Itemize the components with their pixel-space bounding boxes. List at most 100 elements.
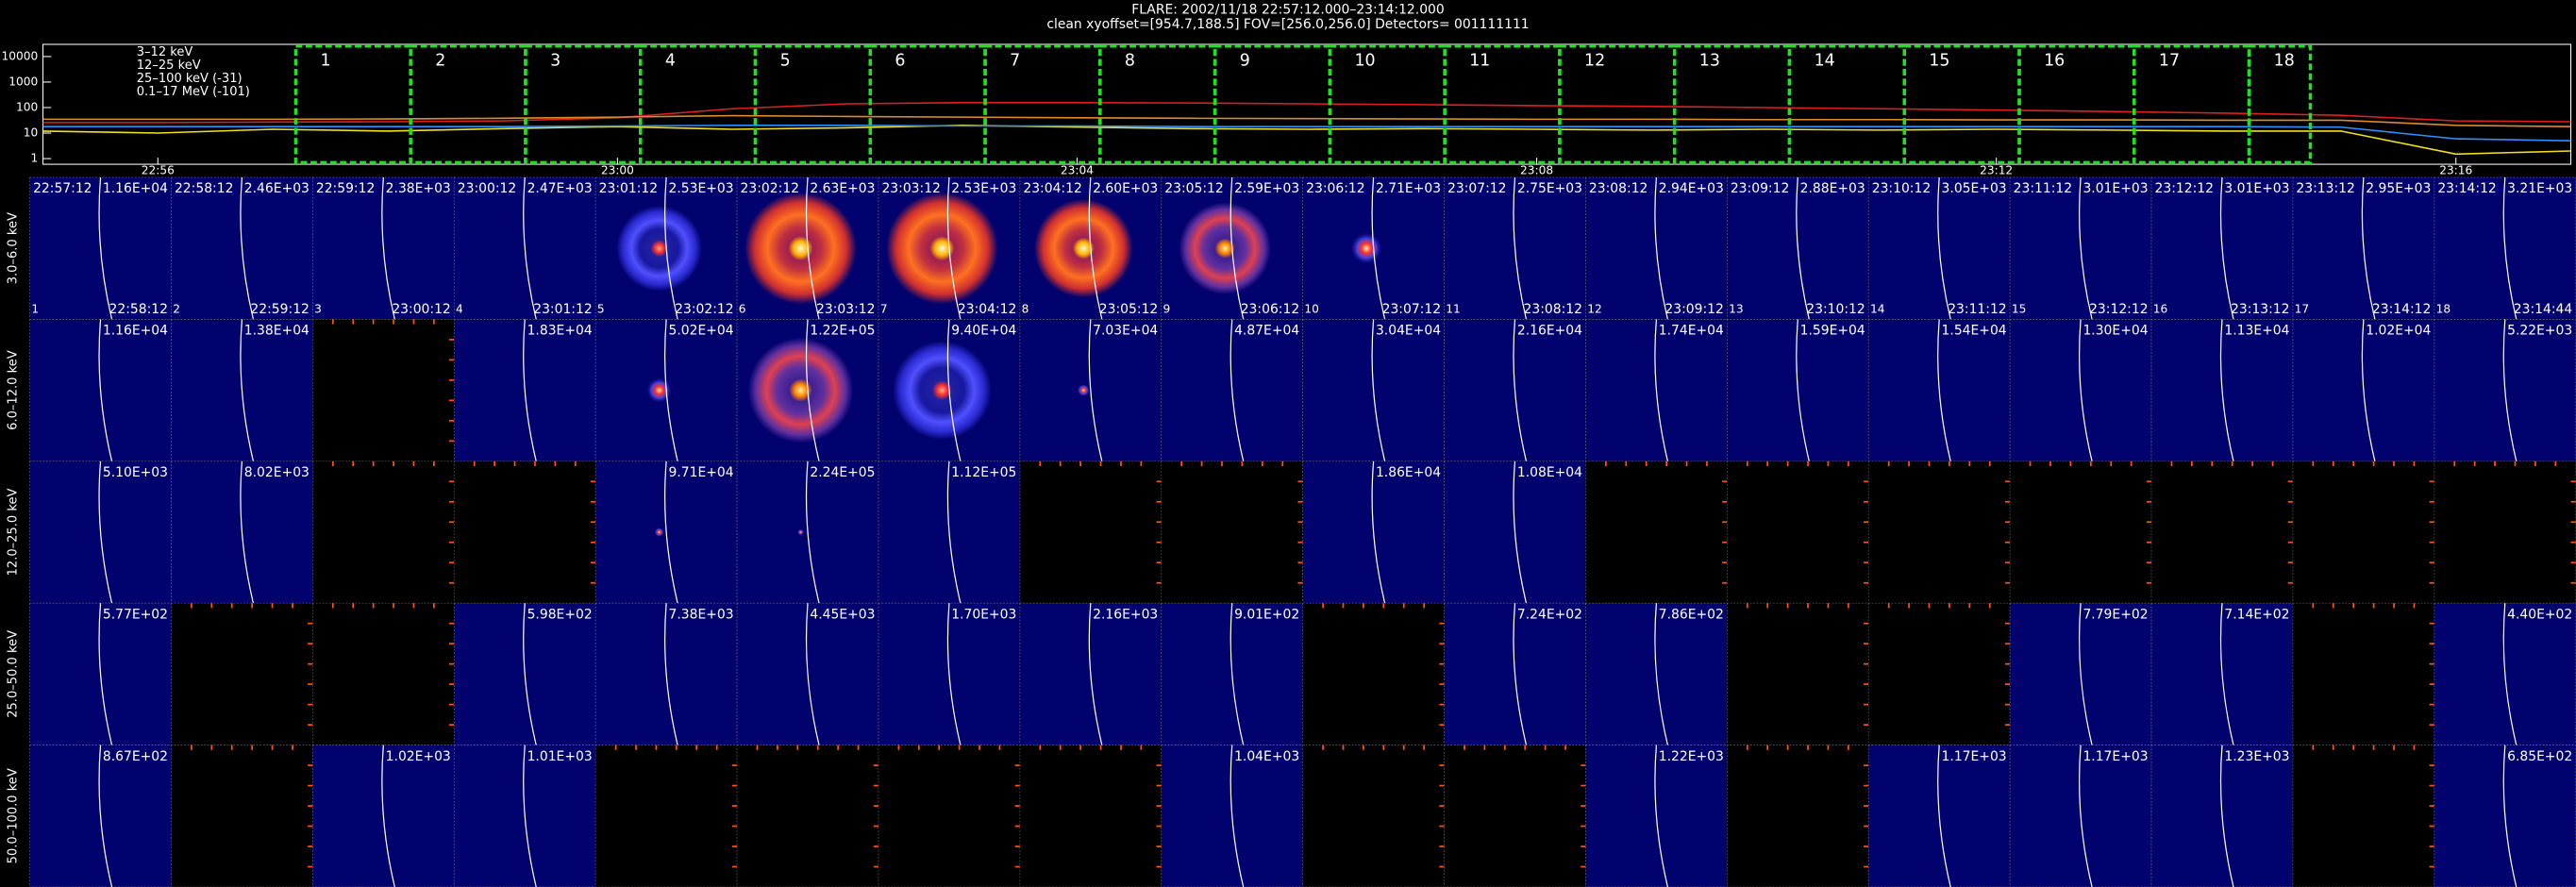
legend-entry: 3–12 keV — [137, 45, 193, 59]
panel-end-time: 22:58:12 — [109, 302, 168, 317]
solar-limb — [946, 460, 962, 604]
panel-start-time: 23:02:12 — [741, 181, 799, 196]
empty-panel — [312, 602, 455, 745]
y-tick-label: 1000 — [8, 75, 38, 88]
interval-number: 13 — [1699, 51, 1720, 70]
panel-start-time: 23:06:12 — [1306, 181, 1364, 196]
interval-number: 17 — [2159, 51, 2180, 70]
y-tick-label: 10 — [24, 126, 39, 140]
panel-max: 1.13E+04 — [2224, 324, 2289, 339]
panel-max: 3.01E+03 — [2083, 181, 2148, 196]
panel-max: 2.75E+03 — [1517, 181, 1582, 196]
panel-end-time: 23:10:12 — [1806, 302, 1865, 317]
interval-box — [293, 44, 412, 165]
empty-panel — [1727, 602, 1869, 745]
series-line — [42, 102, 2571, 124]
interval-box — [1787, 44, 1906, 165]
source-emission — [645, 377, 673, 404]
panel-start-time: 23:07:12 — [1447, 181, 1506, 196]
solar-limb — [1654, 176, 1668, 320]
solar-limb — [98, 460, 113, 604]
solar-limb — [523, 603, 537, 745]
panel-max: 7.24E+02 — [1517, 607, 1582, 622]
panel-start-time: 23:14:12 — [2437, 181, 2496, 196]
panel-start-time: 23:10:12 — [1872, 181, 1931, 196]
interval-number: 11 — [1469, 51, 1490, 70]
panel-max: 7.79E+02 — [2083, 607, 2148, 622]
panel-max: 1.22E+03 — [1659, 749, 1724, 764]
panel-index: 1 — [31, 302, 39, 315]
panel-max: 5.10E+03 — [103, 465, 168, 480]
panel-max: 8.02E+03 — [244, 465, 309, 480]
empty-panel — [878, 745, 1021, 887]
panel-max: 1.30E+04 — [2083, 324, 2148, 339]
panel-max: 3.21E+03 — [2507, 181, 2572, 196]
panel-max: 2.16E+03 — [1093, 607, 1158, 622]
solar-limb — [1796, 176, 1810, 320]
panel-index: 8 — [1022, 302, 1029, 315]
solar-limb — [2502, 319, 2517, 461]
panel-start-time: 22:58:12 — [175, 181, 233, 196]
solar-limb — [1654, 745, 1668, 887]
series-line — [42, 125, 2571, 156]
panel-end-time: 23:00:12 — [392, 302, 450, 317]
panel-start-time: 23:03:12 — [881, 181, 940, 196]
empty-panel — [312, 460, 455, 604]
interval-number: 16 — [2044, 51, 2065, 70]
source-emission — [797, 528, 805, 536]
solar-limb — [1371, 319, 1386, 461]
panel-max: 2.88E+03 — [1800, 181, 1865, 196]
source-emission — [1077, 383, 1091, 397]
solar-limb — [805, 319, 820, 461]
solar-limb — [1088, 176, 1103, 320]
panel-max: 2.53E+03 — [951, 181, 1016, 196]
x-tick-label: 23:12 — [1980, 164, 2013, 177]
source-emission — [616, 205, 702, 292]
solar-limb — [2079, 745, 2093, 887]
panel-max: 5.22E+03 — [2507, 324, 2572, 339]
interval-box — [2017, 44, 2136, 165]
panel-max: 1.02E+03 — [386, 749, 451, 764]
panel-max: 1.59E+04 — [1800, 324, 1865, 339]
interval-box — [868, 44, 987, 165]
interval-number: 18 — [2274, 51, 2295, 70]
solar-limb — [2502, 176, 2517, 320]
panel-end-time: 23:08:12 — [1524, 302, 1582, 317]
panel-max: 1.17E+03 — [2083, 749, 2148, 764]
panel-max: 2.16E+04 — [1517, 324, 1582, 339]
empty-panel — [1727, 460, 1869, 604]
panel-end-time: 23:09:12 — [1664, 302, 1723, 317]
panel-start-time: 22:57:12 — [33, 181, 92, 196]
interval-box — [983, 44, 1102, 165]
interval-box — [2133, 44, 2251, 165]
panel-max: 2.60E+03 — [1093, 181, 1158, 196]
solar-limb — [523, 176, 537, 320]
interval-box — [524, 44, 643, 165]
solar-limb — [664, 176, 678, 320]
row-label: 6.0–12.0 keV — [7, 350, 21, 430]
panel-max: 2.71E+03 — [1376, 181, 1441, 196]
x-tick-label: 23:08 — [1520, 164, 1553, 177]
panel-index: 17 — [2295, 302, 2310, 315]
panel-start-time: 23:01:12 — [599, 181, 658, 196]
panel-end-time: 23:13:12 — [2231, 302, 2289, 317]
panel-end-time: 23:04:12 — [958, 302, 1016, 317]
y-tick-label: 100 — [16, 100, 38, 113]
interval-box — [1672, 44, 1792, 165]
solar-limb — [946, 176, 962, 320]
x-tick-label: 22:56 — [142, 164, 175, 177]
panel-start-time: 23:13:12 — [2296, 181, 2354, 196]
solar-limb — [1937, 176, 1951, 320]
panel-max: 2.63E+03 — [810, 181, 875, 196]
panel-index: 7 — [880, 302, 888, 315]
solar-limb — [805, 176, 820, 320]
panel-start-time: 23:05:12 — [1164, 181, 1223, 196]
solar-limb — [805, 460, 820, 604]
solar-limb — [1229, 319, 1245, 461]
solar-limb — [381, 745, 395, 887]
panel-max: 2.46E+03 — [244, 181, 309, 196]
panel-max: 1.02E+04 — [2366, 324, 2431, 339]
panel-end-time: 23:07:12 — [1382, 302, 1441, 317]
